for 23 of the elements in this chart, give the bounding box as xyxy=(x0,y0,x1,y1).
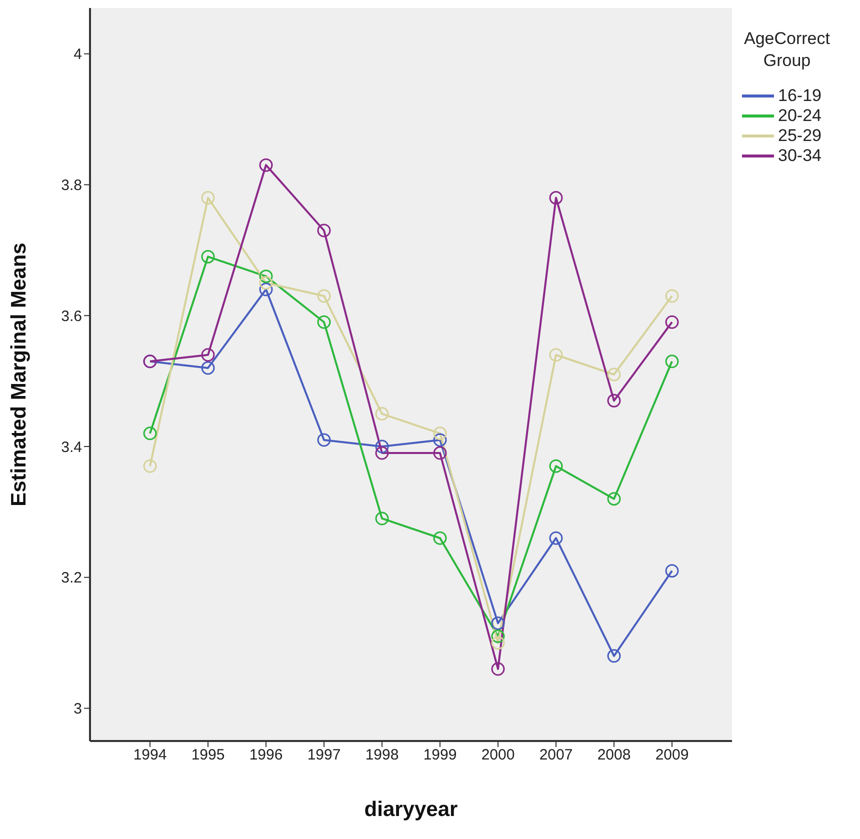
x-tick-label: 1999 xyxy=(423,746,457,764)
y-axis-title: Estimated Marginal Means xyxy=(7,242,30,506)
y-tick-label: 4 xyxy=(74,46,82,64)
y-tick-label: 3.2 xyxy=(61,570,82,587)
x-axis-title: diaryyear xyxy=(364,798,458,821)
legend-title: AgeCorrect Group xyxy=(743,28,831,72)
y-tick-label: 3.8 xyxy=(61,177,82,194)
y-tick-label: 3 xyxy=(74,700,82,718)
x-tick-label: 2000 xyxy=(481,746,515,764)
legend-label: 20-24 xyxy=(778,106,822,126)
y-tick-label: 3.6 xyxy=(61,308,82,325)
legend-label: 16-19 xyxy=(778,86,822,106)
x-tick-label: 2009 xyxy=(655,746,689,764)
y-tick-label: 3.4 xyxy=(61,438,82,456)
x-tick-label: 2008 xyxy=(597,746,631,764)
x-tick-label: 1997 xyxy=(307,746,341,764)
x-tick-label: 1994 xyxy=(133,746,167,764)
legend-label: 25-29 xyxy=(778,126,822,146)
x-tick-label: 1998 xyxy=(365,746,399,764)
x-tick-label: 2007 xyxy=(539,746,573,764)
x-tick-label: 1995 xyxy=(191,746,225,764)
x-tick-label: 1996 xyxy=(249,746,283,764)
legend-label: 30-34 xyxy=(778,146,822,166)
